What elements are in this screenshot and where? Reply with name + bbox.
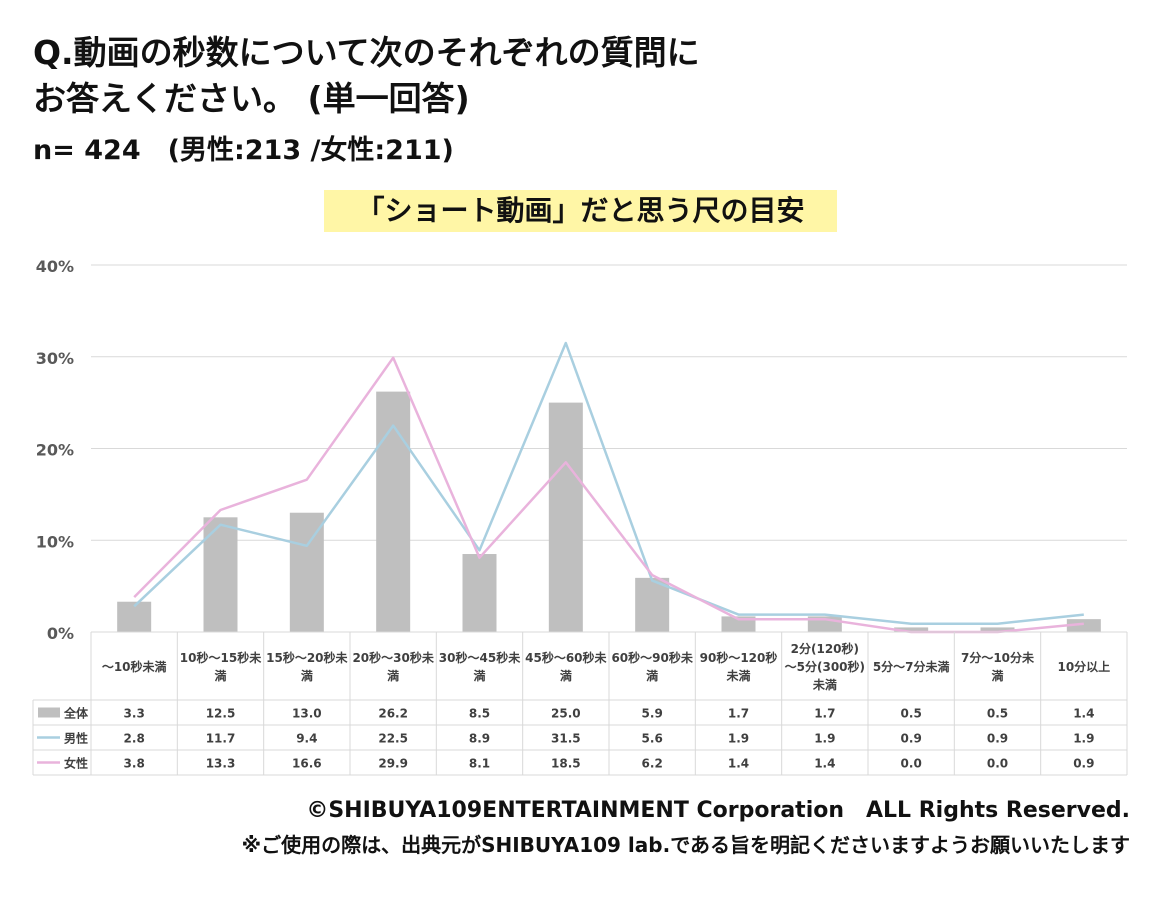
category-label: 60秒～90秒未: [611, 650, 692, 665]
question-title: Q.動画の秒数について次のそれぞれの質問に お答えください。 (単一回答): [33, 30, 1033, 122]
question-line-1: Q.動画の秒数について次のそれぞれの質問に: [33, 33, 700, 72]
table-value: 5.6: [642, 732, 663, 746]
table-value: 0.5: [901, 707, 922, 721]
bar: [635, 577, 670, 632]
table-value: 1.4: [1073, 707, 1094, 721]
legend-label: 全体: [63, 706, 89, 721]
series-line: [133, 356, 1084, 634]
category-label: 満: [214, 668, 226, 683]
table-value: 1.7: [814, 707, 835, 721]
question-line-2: お答えください。 (単一回答): [33, 79, 470, 118]
table-value: 6.2: [642, 757, 663, 771]
bar: [117, 601, 152, 632]
category-label: 2分(120秒): [791, 641, 859, 656]
y-tick-label: 10%: [36, 532, 74, 551]
category-label: 未満: [812, 677, 837, 692]
table-value: 0.9: [1073, 757, 1094, 771]
table-value: 0.0: [987, 757, 1008, 771]
table-value: 1.9: [814, 732, 835, 746]
table-value: 3.3: [124, 707, 145, 721]
y-tick-label: 30%: [36, 349, 74, 368]
table-value: 3.8: [124, 757, 145, 771]
y-tick-label: 40%: [36, 257, 74, 276]
category-label: 15秒～20秒未: [266, 650, 347, 665]
bar: [548, 402, 583, 632]
legend-label: 男性: [64, 731, 88, 746]
table-value: 1.7: [728, 707, 749, 721]
category-label: 30秒～45秒未: [439, 650, 520, 665]
category-label: 45秒～60秒未: [525, 650, 606, 665]
table-value: 8.1: [469, 757, 490, 771]
bar: [980, 627, 1015, 632]
table-value: 1.4: [814, 757, 835, 771]
category-label: 10分以上: [1057, 659, 1110, 674]
table-value: 22.5: [378, 732, 408, 746]
table-value: 1.9: [1073, 732, 1094, 746]
table-value: 0.9: [987, 732, 1008, 746]
category-label: 未満: [725, 668, 750, 683]
table-value: 0.9: [901, 732, 922, 746]
legend-label: 女性: [64, 756, 88, 771]
category-label: 5分～7分未満: [873, 659, 950, 674]
copyright: ©SHIBUYA109ENTERTAINMENT Corporation ALL…: [306, 798, 1130, 823]
table-value: 13.0: [292, 707, 322, 721]
usage-notice: ※ご使用の際は、出典元がSHIBUYA109 lab.である旨を明記くださいます…: [241, 833, 1130, 857]
y-tick-label: 0%: [47, 624, 74, 643]
table-value: 8.9: [469, 732, 490, 746]
bar: [289, 512, 324, 632]
table-value: 2.8: [124, 732, 145, 746]
category-label: ～10秒未満: [102, 659, 167, 674]
table-value: 0.0: [901, 757, 922, 771]
table-value: 1.4: [728, 757, 749, 771]
category-label: 満: [646, 668, 658, 683]
table-value: 31.5: [551, 732, 581, 746]
table-value: 26.2: [378, 707, 408, 721]
chart-title: 「ショート動画」だと思う尺の目安: [324, 190, 837, 232]
category-label: 満: [991, 668, 1003, 683]
category-label: 20秒～30秒未: [352, 650, 433, 665]
table-value: 12.5: [206, 707, 236, 721]
table-value: 0.5: [987, 707, 1008, 721]
category-label: 満: [387, 668, 399, 683]
series-line: [133, 341, 1084, 625]
category-label: 満: [473, 668, 485, 683]
sample-size: n= 424 (男性:213 /女性:211): [33, 135, 454, 166]
category-label: 7分～10分未: [961, 650, 1034, 665]
category-label: 満: [560, 668, 572, 683]
category-label: 90秒～120秒: [700, 650, 778, 665]
table-value: 5.9: [642, 707, 663, 721]
bar: [376, 391, 411, 632]
y-tick-label: 20%: [36, 441, 74, 460]
table-value: 18.5: [551, 757, 581, 771]
category-label: ～5分(300秒): [785, 659, 865, 674]
bar: [1066, 619, 1101, 632]
table-value: 1.9: [728, 732, 749, 746]
table-value: 9.4: [296, 732, 317, 746]
category-label: 満: [301, 668, 313, 683]
table-value: 29.9: [378, 757, 408, 771]
table-value: 16.6: [292, 757, 322, 771]
bar: [894, 627, 929, 632]
bar: [462, 554, 497, 632]
table-value: 13.3: [206, 757, 236, 771]
table-value: 25.0: [551, 707, 581, 721]
category-label: 10秒～15秒未: [180, 650, 261, 665]
table-value: 11.7: [206, 732, 236, 746]
legend-key-bar: [38, 707, 60, 718]
table-value: 8.5: [469, 707, 490, 721]
